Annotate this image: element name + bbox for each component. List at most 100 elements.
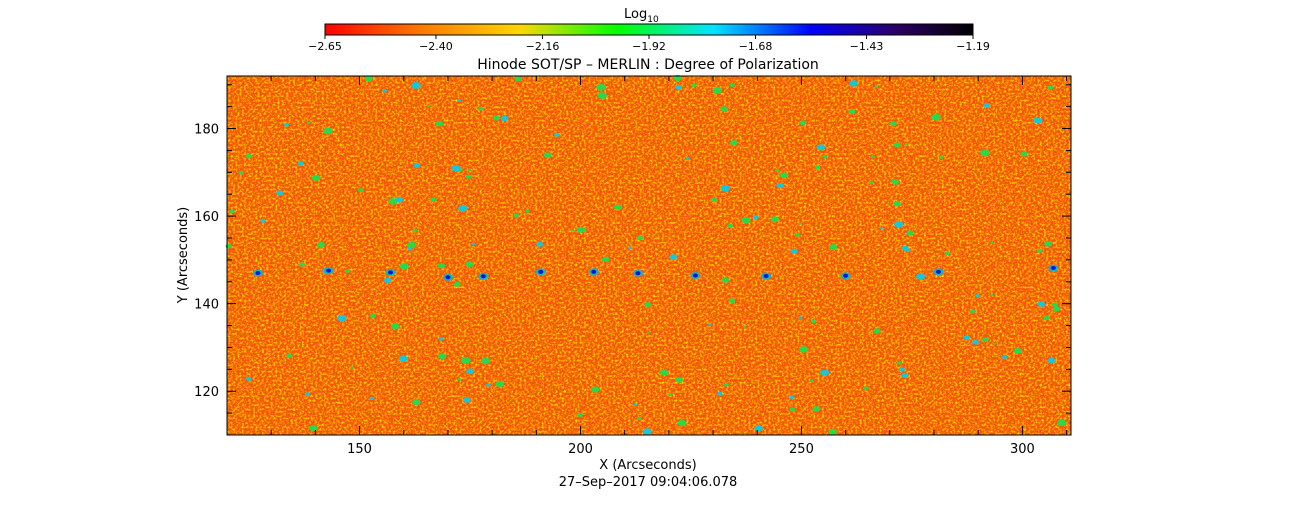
polarization-spot — [770, 216, 779, 223]
polarization-spot — [754, 425, 763, 432]
colorbar-ticks: −2.65 −2.40 −2.16 −1.92 −1.68 −1.43 −1.19 — [308, 35, 990, 53]
polarization-spot — [453, 281, 461, 287]
y-axis-label: Y (Arcseconds) — [176, 207, 191, 304]
polarization-spot — [628, 246, 633, 250]
colorbar-tick-label: −2.40 — [419, 40, 453, 53]
polarization-spot — [686, 157, 690, 160]
polarization-spot — [675, 84, 683, 90]
polarization-spot — [891, 179, 899, 185]
polarization-spot — [457, 378, 462, 381]
polarization-spot — [870, 155, 875, 159]
polarization-spot — [322, 127, 333, 135]
polarization-spot — [613, 204, 622, 210]
polarization-spot — [779, 172, 788, 179]
polarization-spot — [465, 261, 474, 268]
polarization-spot — [297, 161, 304, 166]
polarization-spot — [411, 82, 421, 89]
polarization-spot — [1001, 355, 1008, 359]
polarization-spot — [799, 120, 807, 126]
polarization-spot — [466, 368, 475, 375]
polarization-spot — [730, 139, 738, 146]
polarization-spot — [990, 293, 994, 296]
polarization-spot — [720, 106, 729, 112]
polarization-spot — [596, 83, 606, 91]
polarization-spot — [812, 406, 821, 412]
polarization-spot — [1043, 315, 1050, 321]
plot-frame — [226, 75, 1072, 436]
polarization-spot — [399, 263, 409, 270]
polarization-spot — [390, 323, 400, 330]
strong-spot-core — [255, 271, 261, 276]
polarization-spot — [863, 386, 869, 391]
x-tick-label: 300 — [1010, 442, 1035, 457]
colorbar-label: Log10 — [624, 7, 659, 25]
polarization-spot — [712, 87, 722, 94]
polarization-spot — [382, 89, 387, 93]
y-axis: 120 140 160 180 — [194, 84, 1071, 436]
polarization-spot — [276, 190, 284, 196]
polarization-spot — [711, 198, 717, 203]
polarization-spot — [1036, 248, 1043, 253]
polarization-spot — [500, 115, 509, 122]
polarization-spot — [798, 222, 802, 225]
polarization-spot — [849, 80, 859, 87]
polarization-spot — [904, 247, 910, 252]
polarization-spot — [809, 379, 814, 382]
polarization-spot — [345, 269, 351, 273]
strong-spot-core — [935, 269, 941, 274]
polarization-spot — [238, 171, 244, 175]
polarization-spot — [317, 242, 325, 248]
polarization-spot — [816, 144, 825, 151]
polarization-spot — [1047, 85, 1054, 90]
polarization-spot — [478, 106, 484, 111]
polarization-spot — [438, 337, 444, 341]
polarization-spot — [691, 83, 697, 88]
polarization-spot — [426, 105, 431, 108]
polarization-spot — [633, 403, 638, 407]
polarization-spot — [286, 353, 293, 358]
polarization-spot — [590, 386, 600, 393]
colorbar-tick-label: −1.43 — [850, 40, 884, 53]
colorbar-tick-label: −1.19 — [956, 40, 990, 53]
polarization-spot — [963, 335, 971, 341]
polarization-spot — [465, 174, 472, 179]
y-tick-label: 120 — [194, 385, 219, 400]
polarization-spot — [741, 217, 751, 224]
polarization-spot — [820, 369, 830, 376]
strong-spot-core — [692, 273, 698, 278]
polarization-spot — [481, 357, 491, 365]
polarization-spot — [304, 392, 311, 396]
polarization-spot — [901, 372, 909, 378]
polarization-spot — [383, 277, 392, 283]
polarization-spot — [458, 204, 468, 212]
polarization-spot — [1057, 419, 1067, 427]
polarization-spot — [906, 230, 914, 236]
polarization-spot — [931, 113, 941, 121]
polarization-spot — [829, 244, 838, 250]
polarization-spot — [554, 132, 560, 137]
polarization-spot — [898, 367, 905, 372]
heatmap-speckle-yellow — [227, 76, 1071, 435]
polarization-spot — [1052, 305, 1061, 312]
polarization-spot — [225, 244, 232, 249]
polarization-spot — [364, 75, 373, 82]
polarization-spot — [435, 121, 444, 127]
polarization-spot — [636, 235, 643, 241]
polarization-spot — [1013, 347, 1022, 354]
polarization-spot — [775, 169, 779, 172]
polarization-spot — [969, 309, 976, 314]
polarization-spot — [451, 164, 461, 172]
y-tick-label: 140 — [194, 298, 219, 313]
polarization-spot — [413, 163, 421, 169]
polarization-spot — [311, 174, 321, 181]
polarization-spot — [388, 198, 398, 205]
polarization-spot — [993, 342, 997, 345]
polarization-spot — [939, 155, 944, 159]
polarization-spot — [743, 326, 747, 329]
x-axis-label: X (Arcseconds) — [599, 458, 696, 473]
strong-spot-core — [763, 273, 769, 278]
polarization-spot — [880, 226, 884, 229]
polarization-spot — [407, 247, 413, 251]
strong-spot-core — [635, 271, 641, 276]
